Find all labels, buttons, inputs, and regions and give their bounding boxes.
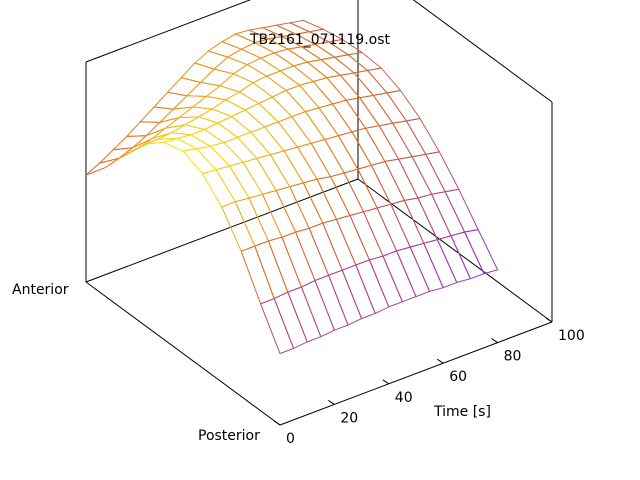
time-tick-mark — [436, 358, 444, 364]
time-axis-ticks: 0 20 40 60 80 100 — [273, 317, 585, 447]
box-edge-left-bottom — [85, 281, 281, 426]
time-tick-mark — [328, 399, 335, 405]
surface-cell — [259, 297, 295, 355]
time-tick-mark — [545, 317, 553, 323]
time-tick-label: 0 — [286, 431, 295, 447]
chart-title: TB2161_071119.ost — [249, 32, 391, 48]
bounding-box-front — [85, 102, 553, 426]
time-tick-mark — [491, 338, 498, 344]
box-edge-back-bottom — [85, 178, 359, 283]
axis-label-anterior: Anterior — [12, 282, 69, 298]
time-tick-label: 60 — [449, 369, 467, 385]
time-tick-mark — [273, 420, 281, 426]
time-tick-label: 100 — [558, 328, 585, 344]
axis-label-time: Time [s] — [433, 404, 491, 420]
axis-label-posterior: Posterior — [198, 428, 260, 444]
box-edge-back-top — [85, 0, 252, 63]
box-edge-top-right — [412, 0, 553, 103]
surface-mesh — [85, 19, 499, 355]
time-tick-mark — [382, 379, 390, 385]
time-tick-label: 80 — [504, 349, 522, 365]
time-tick-label: 20 — [340, 410, 358, 426]
box-edge-front-bottom — [279, 321, 553, 426]
time-tick-label: 40 — [395, 390, 413, 406]
